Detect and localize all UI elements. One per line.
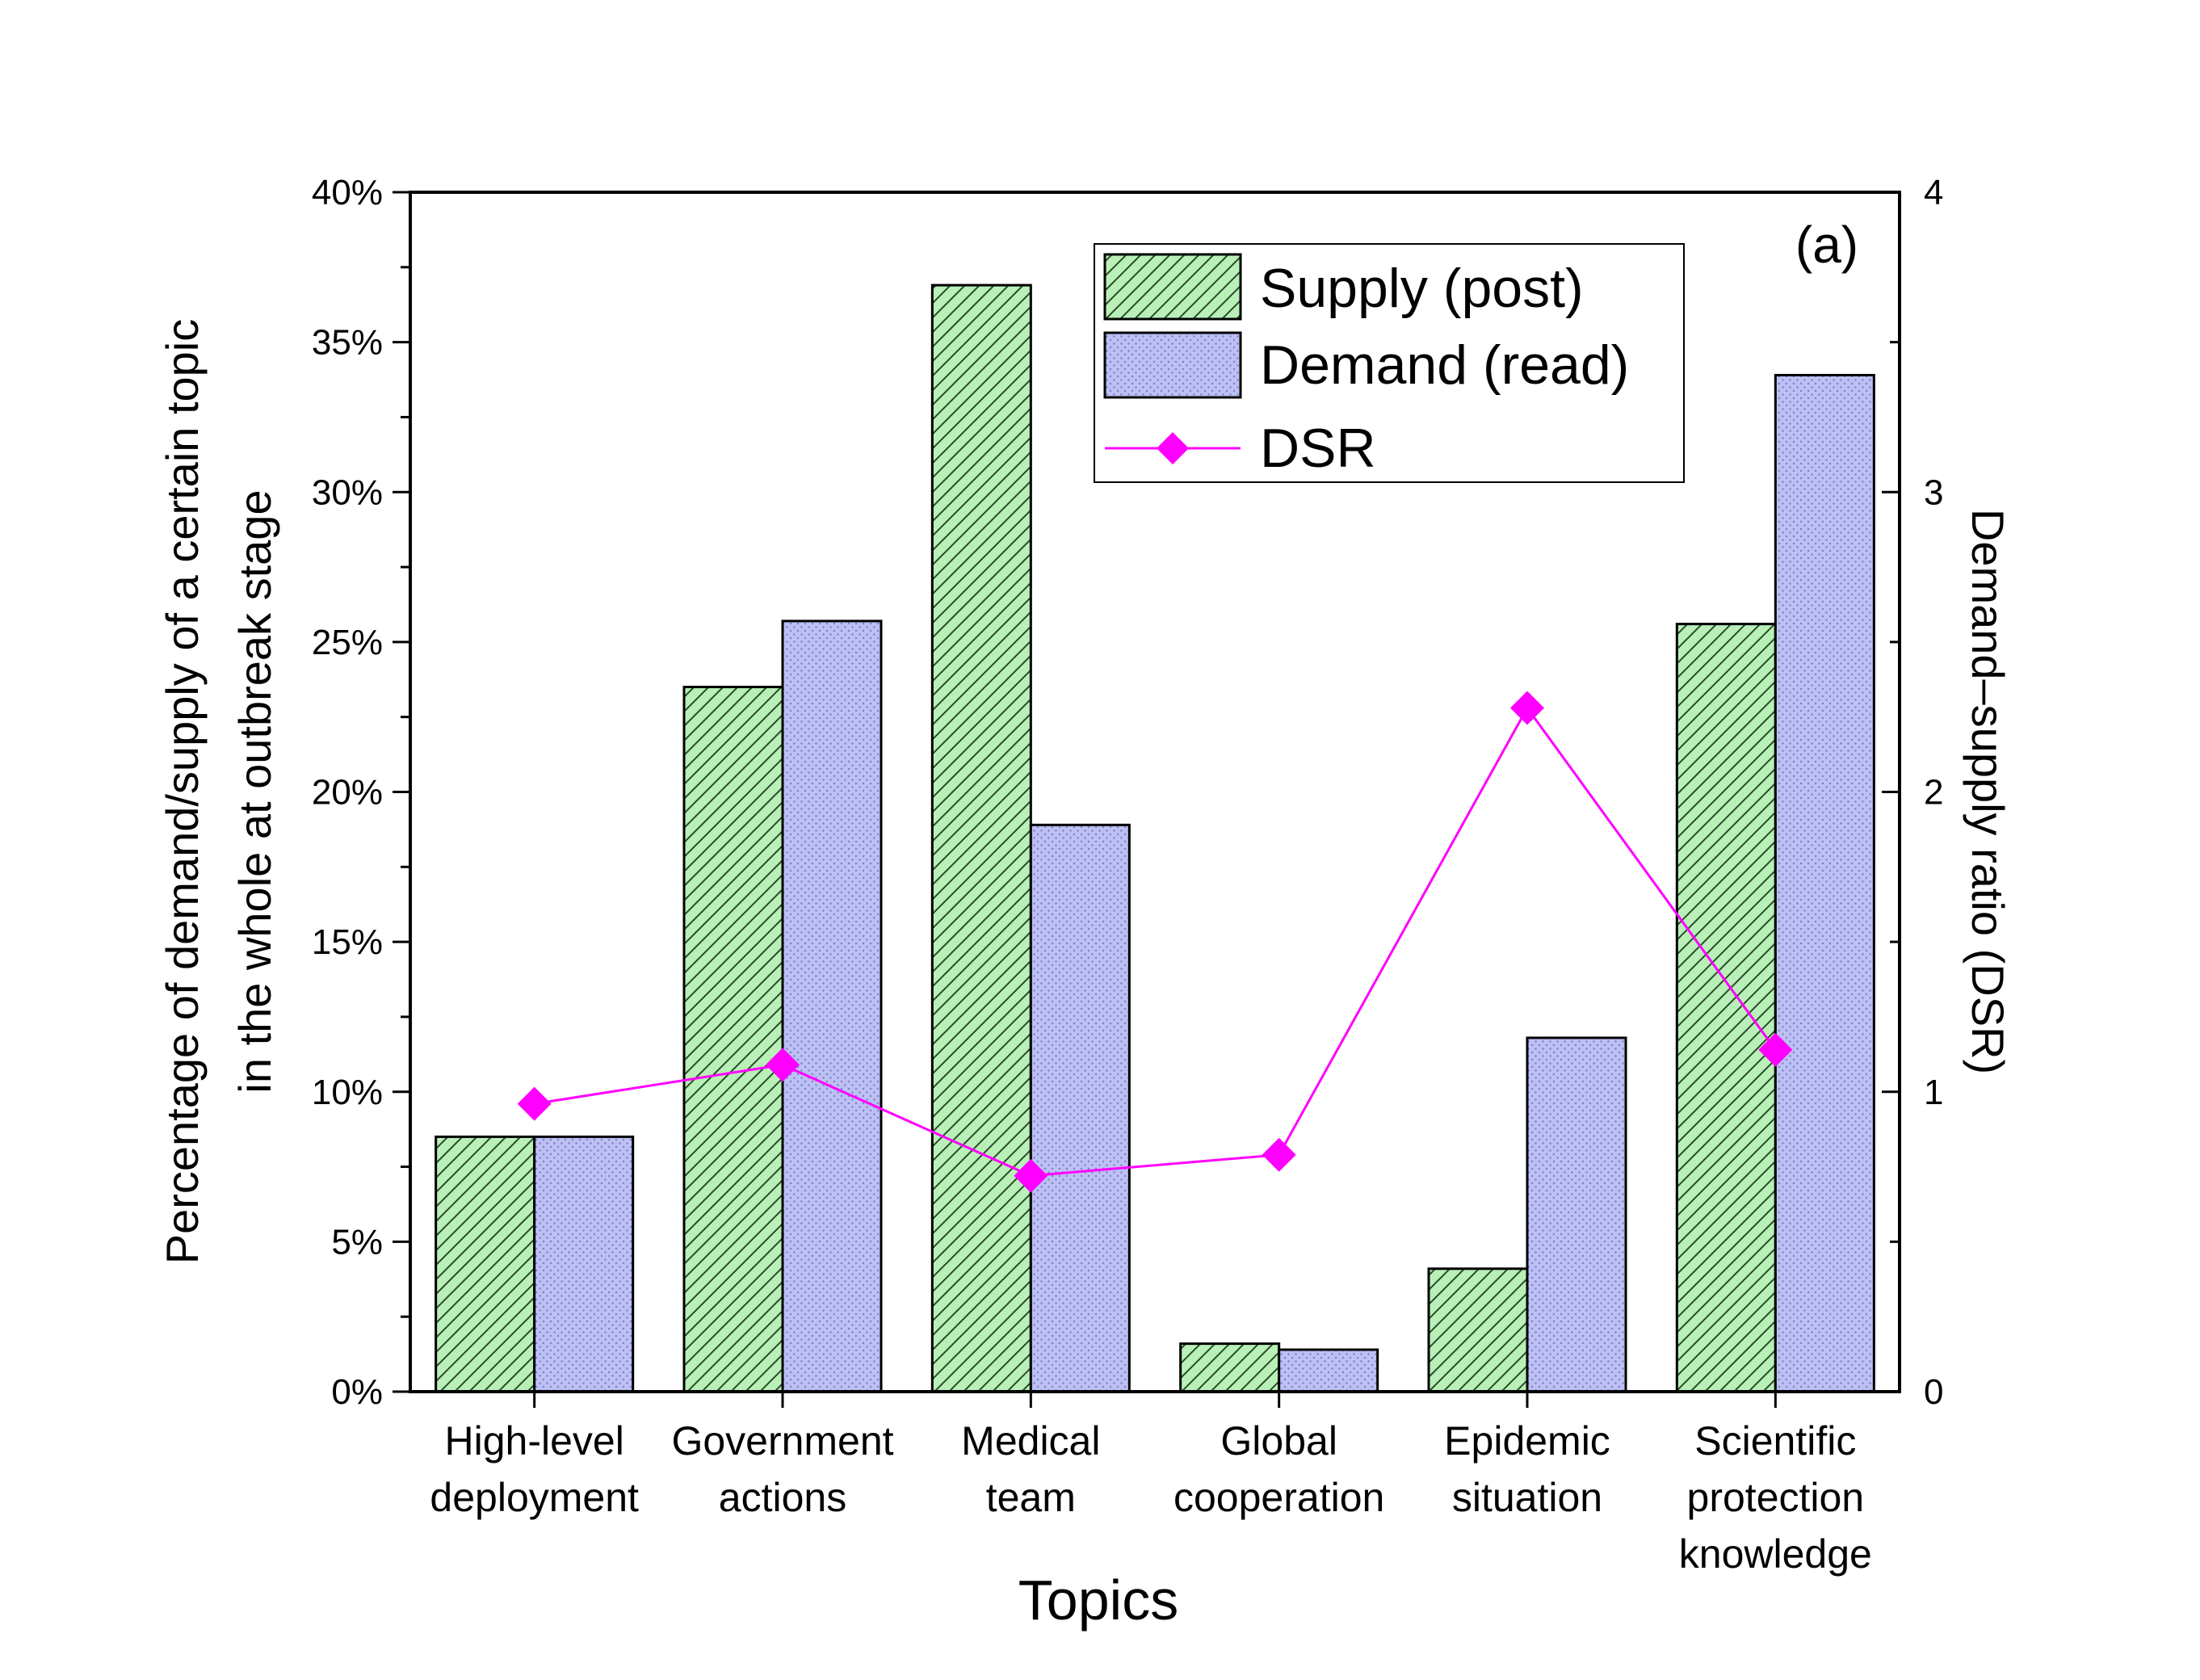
dsr-marker xyxy=(1262,1137,1296,1172)
right-tick-label: 2 xyxy=(1924,773,1943,813)
dsr-marker xyxy=(1758,1032,1793,1067)
category-label-line: cooperation xyxy=(1173,1475,1384,1520)
demand-bar xyxy=(533,1135,635,1393)
right-axis-title: Demand–supply ratio (DSR) xyxy=(1963,509,2013,1074)
supply-bar xyxy=(1179,1342,1281,1393)
category-label-line: team xyxy=(986,1475,1076,1520)
right-tick-label: 0 xyxy=(1924,1372,1943,1412)
legend: Supply (post) Demand (read) DSR xyxy=(1094,243,1685,483)
bars-layer xyxy=(435,284,1875,1393)
dsr-marker xyxy=(766,1048,800,1082)
demand-bar xyxy=(1774,373,1875,1393)
category-label-line: protection xyxy=(1687,1475,1865,1520)
category-label: High-level deployment xyxy=(430,1418,639,1520)
right-axis: 0 1 2 3 4 xyxy=(1882,173,1943,1412)
left-tick-label: 5% xyxy=(331,1222,383,1262)
supply-bar xyxy=(1675,623,1777,1393)
dsr-marker xyxy=(1510,691,1544,725)
category-label-line: Epidemic xyxy=(1444,1418,1610,1464)
category-label-line: actions xyxy=(719,1475,846,1520)
x-axis-title: Topics xyxy=(1018,1569,1178,1632)
left-tick-label: 30% xyxy=(312,472,383,512)
left-tick-label: 15% xyxy=(312,922,383,962)
left-tick-label: 0% xyxy=(331,1372,383,1412)
category-label: Medical team xyxy=(961,1418,1100,1520)
left-tick-label: 40% xyxy=(312,173,383,212)
category-label-line: Government xyxy=(671,1418,893,1464)
dsr-line-layer xyxy=(517,691,1793,1193)
right-tick-label: 4 xyxy=(1924,173,1943,212)
category-label-line: situation xyxy=(1452,1475,1602,1520)
demand-bar xyxy=(1029,823,1131,1393)
x-axis: High-level deployment Government actions Med… xyxy=(430,1392,1872,1577)
dsr-line xyxy=(534,705,1777,1178)
category-label: Epidemic situation xyxy=(1444,1418,1610,1520)
category-label: Global cooperation xyxy=(1173,1418,1384,1520)
legend-label-demand: Demand (read) xyxy=(1260,334,1629,396)
demand-bar xyxy=(781,620,883,1393)
left-tick-label: 35% xyxy=(312,323,383,363)
category-label-line: knowledge xyxy=(1679,1531,1872,1577)
panel-label: (a) xyxy=(1795,216,1858,274)
demand-bar xyxy=(1526,1036,1627,1393)
supply-bar xyxy=(682,686,784,1393)
legend-label-supply: Supply (post) xyxy=(1260,258,1584,319)
left-axis-title-line-2: in the whole at outbreak stage xyxy=(229,489,280,1093)
legend-swatch-demand xyxy=(1103,331,1242,399)
category-label-line: Medical xyxy=(961,1418,1100,1464)
category-label: Government actions xyxy=(671,1418,893,1520)
left-axis-title-line-1: Percentage of demand/supply of a certain… xyxy=(157,319,208,1265)
supply-bar xyxy=(435,1135,536,1393)
demand-bar xyxy=(1278,1348,1379,1393)
legend-swatch-supply xyxy=(1103,253,1242,321)
left-tick-label: 10% xyxy=(312,1073,383,1112)
left-tick-label: 20% xyxy=(312,773,383,813)
legend-label-dsr: DSR xyxy=(1260,418,1376,479)
left-axis: 0% 5% 10% 15% 20% 25% 30% 35% 40% xyxy=(312,173,410,1412)
category-label-line: High-level xyxy=(445,1418,624,1464)
right-tick-label: 1 xyxy=(1924,1073,1943,1112)
supply-bar xyxy=(1427,1267,1529,1393)
right-tick-label: 3 xyxy=(1924,472,1943,512)
dsr-marker xyxy=(517,1086,552,1121)
category-label-line: deployment xyxy=(430,1475,639,1520)
category-label: Scientific protection knowledge xyxy=(1679,1418,1872,1577)
legend-marker-dsr xyxy=(1157,432,1189,464)
category-label-line: Scientific xyxy=(1694,1418,1856,1464)
left-tick-label: 25% xyxy=(312,623,383,662)
supply-bar xyxy=(930,284,1032,1393)
category-label-line: Global xyxy=(1220,1418,1337,1464)
dsr-marker xyxy=(1014,1158,1048,1193)
